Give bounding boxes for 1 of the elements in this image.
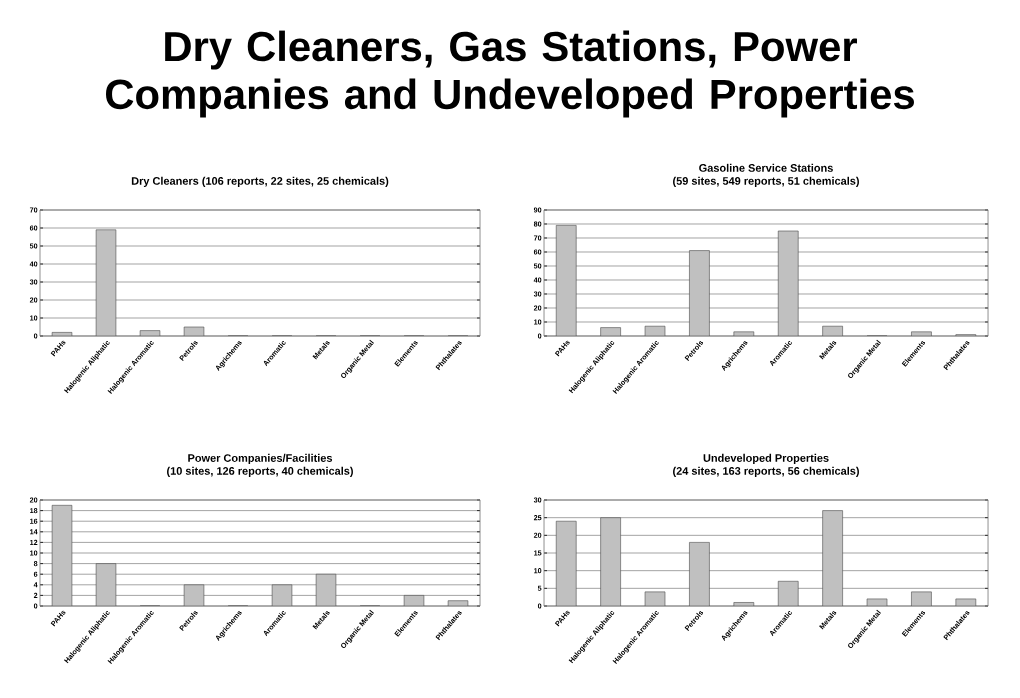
text: Dry Cleaners, Gas Stations, Power Companies and Undeveloped Properties: [105, 30, 914, 118]
